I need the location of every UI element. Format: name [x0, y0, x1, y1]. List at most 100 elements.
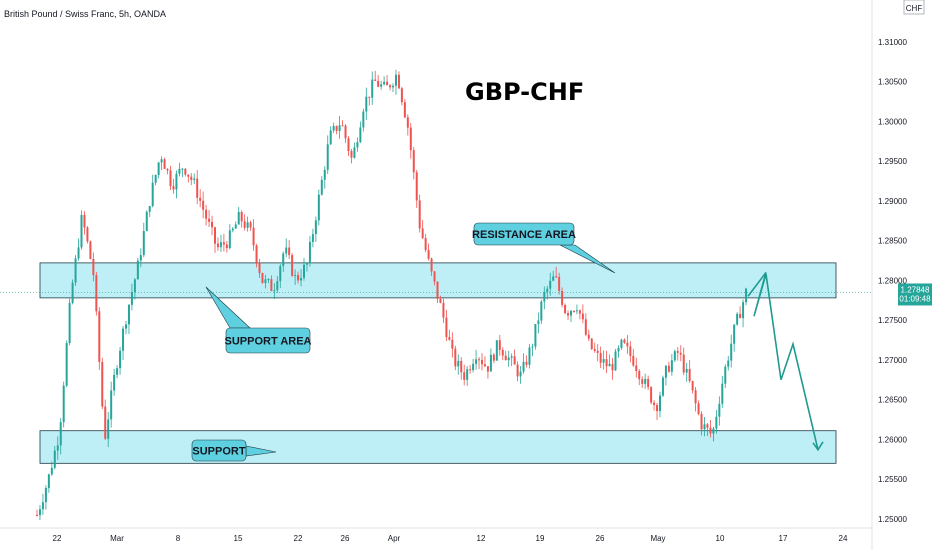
candle-body: [282, 253, 285, 267]
candle-body: [252, 227, 255, 246]
candle-body: [445, 317, 448, 338]
candle-body: [47, 474, 50, 488]
candle-body: [549, 280, 552, 289]
candle-body: [323, 169, 326, 180]
currency-box: [903, 0, 925, 15]
candle-body: [116, 368, 119, 375]
candle-body: [697, 403, 700, 414]
candle-body: [279, 266, 282, 282]
candle-body: [148, 206, 151, 212]
candle-body: [374, 79, 377, 81]
candle-body: [240, 211, 243, 222]
chart-title: GBP-CHF: [465, 78, 584, 106]
candle-body: [587, 334, 590, 339]
candle-body: [98, 311, 101, 362]
candle-body: [166, 168, 169, 171]
candle-body: [273, 290, 276, 292]
candle-body: [199, 197, 202, 201]
candle-body: [581, 313, 584, 320]
candle-body: [688, 368, 691, 381]
candle-body: [578, 310, 581, 314]
candle-body: [119, 350, 122, 369]
candle-body: [478, 359, 481, 361]
candle-body: [219, 242, 222, 248]
candle-body: [715, 416, 718, 429]
x-tick-label: 15: [234, 534, 243, 543]
candle-body: [231, 228, 234, 231]
candle-body: [418, 200, 421, 229]
candle-body: [44, 487, 47, 503]
candle-body: [664, 365, 667, 378]
x-tick-label: 10: [716, 534, 725, 543]
support-area-label: SUPPORT AREA: [225, 336, 312, 348]
candle-body: [718, 403, 721, 417]
y-tick-label: 1.27000: [878, 356, 907, 365]
candle-body: [107, 419, 110, 439]
candle-body: [303, 264, 305, 278]
candle-body: [691, 380, 694, 391]
candle-body: [421, 228, 424, 239]
candle-body: [160, 159, 163, 163]
candle-body: [475, 359, 478, 364]
candle-body: [433, 271, 436, 282]
candle-body: [196, 178, 199, 198]
candle-body: [394, 74, 397, 86]
candle-body: [400, 88, 403, 103]
resistance-area-callout[interactable]: [473, 222, 575, 246]
x-tick-label: 26: [341, 534, 350, 543]
candle-body: [389, 85, 392, 88]
candle-body: [679, 352, 682, 355]
candle-body: [442, 302, 445, 318]
candle-body: [424, 238, 427, 251]
candle-body: [228, 230, 231, 249]
candle-body: [700, 413, 703, 430]
candle-body: [712, 428, 715, 434]
candle-body: [614, 351, 617, 371]
candle-body: [101, 361, 104, 407]
x-tick-label: 22: [53, 534, 62, 543]
candle-body: [308, 241, 311, 264]
candle-body: [154, 174, 157, 183]
candle-body: [214, 227, 216, 244]
candle-body: [457, 360, 460, 367]
support-area-callout[interactable]: [225, 327, 311, 354]
candle-body: [742, 302, 745, 319]
candle-body: [258, 262, 261, 273]
candle-body: [122, 328, 125, 351]
candle-body: [481, 359, 483, 365]
candle-body: [495, 340, 498, 361]
candle-body: [534, 323, 537, 347]
candle-body: [531, 346, 534, 348]
candle-body: [415, 172, 418, 201]
candle-body: [288, 247, 291, 256]
projection-arrowhead: [812, 441, 824, 452]
candle-body: [338, 125, 341, 131]
y-tick-label: 1.29000: [878, 197, 907, 206]
y-tick-label: 1.25000: [878, 515, 907, 524]
candle-body: [454, 348, 457, 367]
candle-body: [611, 363, 614, 371]
candle-body: [552, 276, 555, 281]
chart-header-symbol: British Pound / Swiss Franc, 5h, OANDA: [4, 9, 167, 19]
candle-body: [632, 355, 635, 366]
candle-body: [703, 424, 706, 430]
candle-body: [513, 356, 516, 365]
x-tick-label: 12: [477, 534, 486, 543]
candle-body: [638, 371, 641, 380]
candle-body: [650, 387, 653, 403]
candle-body: [193, 178, 196, 180]
candle-body: [211, 221, 214, 228]
candle-body: [516, 364, 519, 377]
candle-body: [157, 162, 160, 175]
support-zone[interactable]: [39, 430, 837, 464]
x-tick-label: Apr: [388, 534, 401, 543]
candle-body: [412, 150, 415, 173]
candle-body: [706, 424, 709, 428]
candle-body: [172, 186, 175, 190]
support-callout[interactable]: [191, 439, 247, 462]
support-label: SUPPORT: [192, 446, 245, 458]
candle-body: [572, 310, 575, 312]
candle-body: [575, 310, 578, 312]
candle-body: [267, 279, 270, 281]
